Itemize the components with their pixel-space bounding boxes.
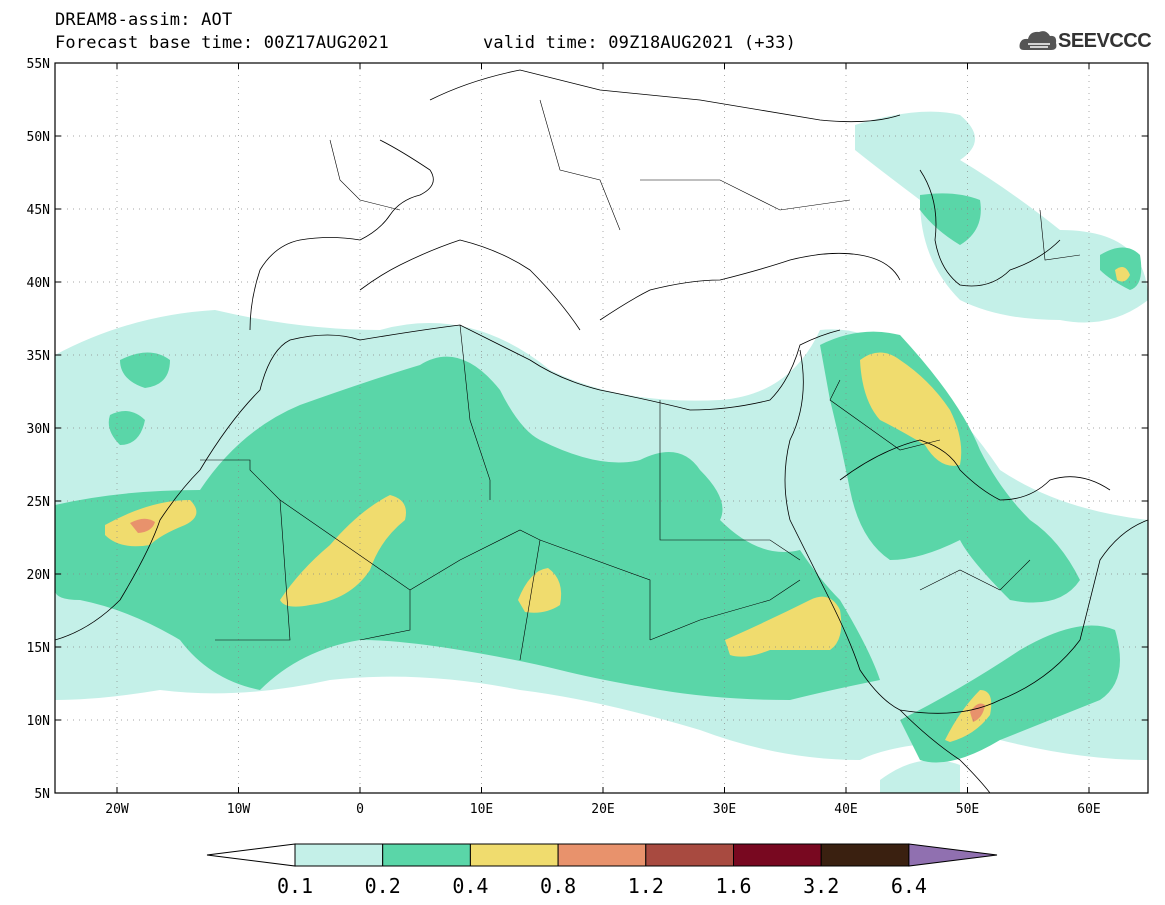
colorbar-label-3.2: 3.2 xyxy=(803,874,839,898)
lon-label-40E: 40E xyxy=(834,802,857,817)
lon-label-20W: 20W xyxy=(105,802,129,817)
colorbar-label-6.4: 6.4 xyxy=(891,874,927,898)
colorbar-swatch-3 xyxy=(469,843,559,867)
lon-label-10E: 10E xyxy=(470,802,493,817)
colorbar-swatch-4 xyxy=(557,843,647,867)
colorbar-over-triangle xyxy=(908,843,998,867)
lon-label-10W: 10W xyxy=(227,802,251,817)
colorbar-label-1.6: 1.6 xyxy=(715,874,751,898)
lon-label-20E: 20E xyxy=(591,802,614,817)
lat-label-5N: 5N xyxy=(34,787,50,802)
lat-label-15N: 15N xyxy=(27,641,50,656)
lat-label-50N: 50N xyxy=(27,130,50,145)
valid-time: valid time: 09Z18AUG2021 (+33) xyxy=(483,33,797,53)
colorbar-label-0.4: 0.4 xyxy=(452,874,488,898)
latitude-labels: 55N 50N 45N 40N 35N 30N 25N 20N 15N 10N 5N xyxy=(27,57,50,802)
cloud-icon xyxy=(1019,31,1057,50)
aot-band-0.4 xyxy=(105,266,1130,742)
colorbar-label-1.2: 1.2 xyxy=(628,874,664,898)
lat-label-45N: 45N xyxy=(27,203,50,218)
country-borders xyxy=(200,99,1081,661)
aot-band-0.8 xyxy=(130,518,985,722)
lat-label-55N: 55N xyxy=(27,57,50,72)
coastlines xyxy=(55,69,1148,793)
colorbar-under-triangle xyxy=(206,843,296,867)
lon-label-30E: 30E xyxy=(713,802,736,817)
lat-label-10N: 10N xyxy=(27,714,50,729)
lon-label-50E: 50E xyxy=(956,802,979,817)
axis-ticks xyxy=(55,62,1148,794)
colorbar-swatch-6 xyxy=(733,843,822,867)
lat-label-35N: 35N xyxy=(27,349,50,364)
forecast-base-time: Forecast base time: 00Z17AUG2021 xyxy=(55,33,389,53)
lat-label-20N: 20N xyxy=(27,568,50,583)
colorbar-swatch-1 xyxy=(294,843,384,867)
colorbar xyxy=(206,843,998,867)
colorbar-labels: 0.1 0.2 0.4 0.8 1.2 1.6 3.2 6.4 xyxy=(277,874,927,898)
map-title: DREAM8-assim: AOT xyxy=(55,10,233,30)
lon-label-0: 0 xyxy=(356,802,364,817)
colorbar-label-0.1: 0.1 xyxy=(277,874,313,898)
lat-label-25N: 25N xyxy=(27,495,50,510)
lon-label-60E: 60E xyxy=(1077,802,1100,817)
colorbar-swatch-2 xyxy=(382,843,471,867)
lat-label-30N: 30N xyxy=(27,422,50,437)
seevccc-logo: SEEVCCC xyxy=(1058,30,1152,52)
colorbar-swatch-5 xyxy=(645,843,734,867)
colorbar-label-0.2: 0.2 xyxy=(365,874,401,898)
colorbar-label-0.8: 0.8 xyxy=(540,874,576,898)
colorbar-swatch-7 xyxy=(820,843,910,867)
longitude-labels: 20W 10W 0 10E 20E 30E 40E 50E 60E xyxy=(105,802,1100,817)
lat-label-40N: 40N xyxy=(27,276,50,291)
graticule xyxy=(55,63,1148,793)
